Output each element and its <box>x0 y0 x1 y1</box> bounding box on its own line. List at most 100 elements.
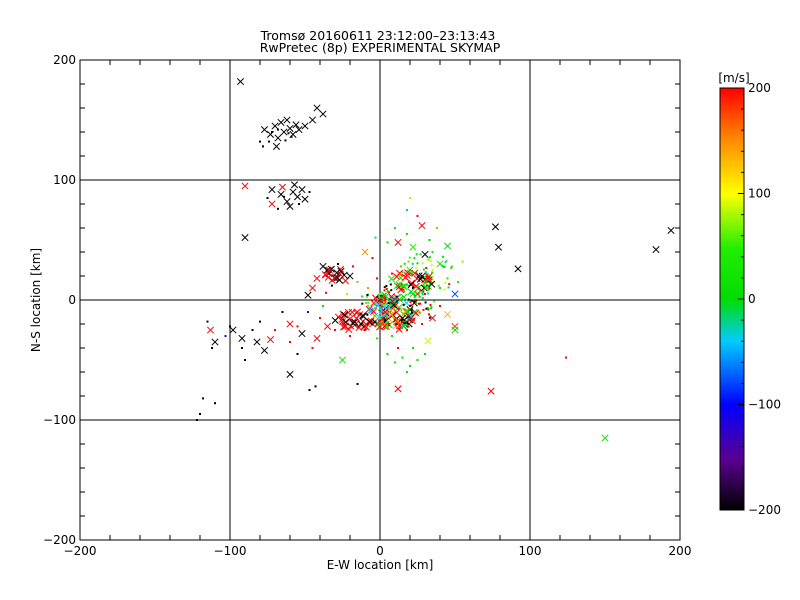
data-point-dot <box>422 290 425 293</box>
data-point-dot <box>296 353 299 355</box>
data-point-dot <box>397 308 400 311</box>
data-point-dot <box>385 284 388 287</box>
data-point-dot <box>241 347 243 349</box>
data-point-x <box>271 122 279 130</box>
x-tick-label: −100 <box>214 544 247 558</box>
data-point-x <box>292 121 300 129</box>
data-point-x <box>274 134 282 142</box>
data-point-x <box>370 299 378 307</box>
data-point-x <box>280 128 288 136</box>
data-point-x <box>392 322 400 330</box>
data-point-x <box>388 311 396 319</box>
data-point-x <box>412 309 420 317</box>
data-point-x <box>425 275 433 284</box>
data-point-dot <box>388 291 391 294</box>
data-point-dot <box>376 337 378 340</box>
data-point-dot <box>402 288 405 291</box>
data-point-x <box>451 290 459 298</box>
data-point-x <box>238 334 246 342</box>
data-point-x <box>667 226 675 234</box>
data-point-dot <box>224 335 227 337</box>
data-point-dot <box>352 265 354 268</box>
data-point-x <box>344 308 353 317</box>
data-point-dot <box>400 265 402 268</box>
data-point-dot <box>395 295 398 298</box>
data-point-x <box>407 312 415 320</box>
chart-subtitle: RwPretec (8p) EXPERIMENTAL SKYMAP <box>260 40 501 55</box>
data-point-dot <box>403 322 406 325</box>
data-point-dot <box>308 191 311 193</box>
data-point-x <box>395 304 403 312</box>
data-point-dot <box>371 257 374 259</box>
data-point-dot <box>422 268 425 271</box>
data-point-dot <box>393 298 396 301</box>
data-point-dot <box>431 278 434 281</box>
data-point-x <box>601 434 609 442</box>
data-point-dot <box>380 294 383 297</box>
data-point-dot <box>379 293 382 296</box>
data-point-dot <box>281 311 284 313</box>
data-point-x <box>381 310 389 318</box>
data-point-x <box>241 234 249 242</box>
data-point-dot <box>367 287 369 289</box>
data-point-dot <box>376 277 378 280</box>
data-point-dot <box>430 264 433 267</box>
data-point-x <box>424 337 432 345</box>
data-point-x <box>283 198 291 206</box>
data-point-dot <box>443 265 446 268</box>
data-point-x <box>428 280 436 288</box>
data-point-x <box>266 336 275 344</box>
data-point-dot <box>457 281 459 283</box>
data-point-dot <box>283 195 285 198</box>
colorbar-tick-label: −100 <box>748 398 781 412</box>
data-point-dot <box>406 209 408 211</box>
data-point-dot <box>311 347 314 349</box>
data-point-dot <box>401 318 404 321</box>
data-point-dot <box>414 266 417 269</box>
data-point-dot <box>421 293 424 296</box>
data-point-x <box>331 316 339 325</box>
data-point-dot <box>422 308 425 311</box>
data-point-dot <box>437 284 440 287</box>
data-point-dot <box>426 273 429 276</box>
data-point-x <box>362 323 370 331</box>
data-point-x <box>443 310 452 318</box>
data-point-dot <box>322 305 324 307</box>
data-point-dot <box>244 359 246 361</box>
data-point-x <box>290 181 299 189</box>
y-tick-label: 100 <box>53 173 76 187</box>
data-point-dot <box>418 295 421 298</box>
data-point-x <box>370 307 378 316</box>
data-point-dot <box>436 227 438 229</box>
colorbar-tick-label: −200 <box>748 503 781 517</box>
data-point-x <box>421 250 429 258</box>
data-point-x <box>357 320 365 328</box>
data-point-dot <box>391 272 393 275</box>
data-point-dot <box>431 271 434 274</box>
data-point-x <box>494 243 503 251</box>
data-point-dot <box>406 329 408 331</box>
data-point-dot <box>367 304 370 307</box>
data-point-dot <box>450 266 453 269</box>
data-point-dot <box>394 361 396 364</box>
data-point-dot <box>287 132 290 135</box>
data-point-dot <box>406 322 409 325</box>
data-point-dot <box>366 313 369 316</box>
data-point-dot <box>428 256 431 259</box>
data-point-dot <box>371 321 374 324</box>
data-point-x <box>229 326 237 334</box>
data-point-dot <box>430 307 433 310</box>
data-point-dot <box>206 320 209 323</box>
x-tick-label: 100 <box>519 544 542 558</box>
data-point-x <box>359 312 367 320</box>
data-point-dot <box>428 316 431 319</box>
data-point-dot <box>406 233 408 235</box>
data-point-dot <box>403 290 406 293</box>
data-point-x <box>283 116 291 124</box>
data-point-dot <box>364 329 366 331</box>
data-point-dot <box>271 131 273 133</box>
data-point-dot <box>444 261 447 264</box>
data-point-dot <box>374 236 377 239</box>
data-point-dot <box>419 302 422 305</box>
